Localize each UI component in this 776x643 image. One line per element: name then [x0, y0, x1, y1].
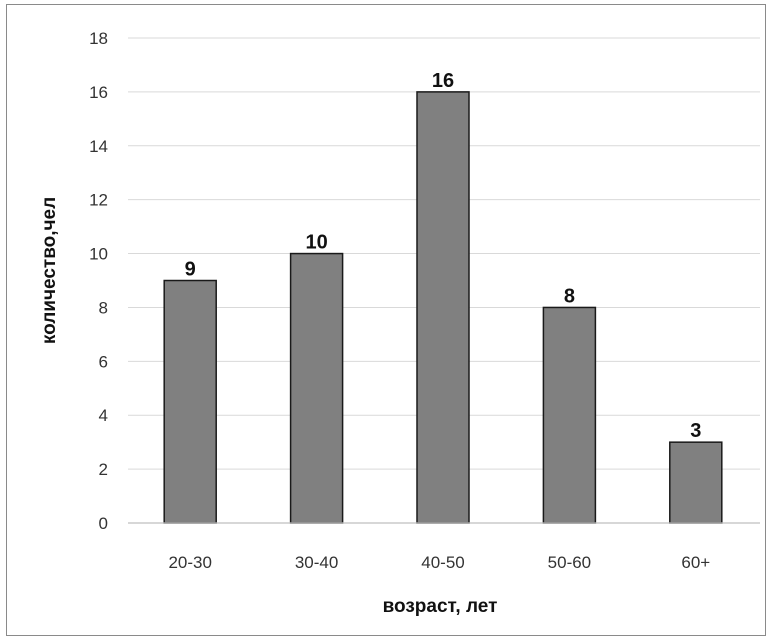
data-label-40-50: 16	[432, 70, 454, 92]
x-tick-label-40-50: 40-50	[421, 553, 464, 572]
y-tick-label-10: 10	[89, 245, 108, 264]
data-label-50-60: 8	[564, 285, 575, 307]
y-tick-label-16: 16	[89, 83, 108, 102]
y-tick-label-4: 4	[99, 406, 108, 425]
chart-frame	[6, 4, 766, 636]
bar-60+	[669, 441, 723, 524]
data-labels: 9 10 16 8 3	[185, 70, 702, 442]
y-tick-label-2: 2	[99, 460, 108, 479]
y-tick-label-6: 6	[99, 352, 108, 371]
x-tick-label-20-30: 20-30	[168, 553, 211, 572]
y-axis-title: количество,чел	[39, 197, 60, 344]
y-tick-label-12: 12	[89, 191, 108, 210]
y-tick-label-14: 14	[89, 137, 108, 156]
data-label-20-30: 9	[185, 259, 196, 281]
bar-40-50	[416, 91, 470, 524]
data-label-30-40: 10	[305, 232, 327, 254]
x-axis-ticks: 20-30 30-40 40-50 50-60 60+	[168, 553, 710, 572]
bars	[163, 91, 723, 524]
x-tick-label-60+: 60+	[681, 553, 710, 572]
y-tick-label-8: 8	[99, 298, 108, 317]
y-tick-label-18: 18	[89, 29, 108, 48]
x-axis-title: возраст, лет	[383, 596, 498, 617]
x-tick-label-50-60: 50-60	[548, 553, 591, 572]
y-axis-ticks: 0 2 4 6 8 10 12 14 16 18	[89, 29, 108, 533]
bar-30-40	[289, 252, 344, 524]
y-tick-label-0: 0	[99, 514, 108, 533]
bar-50-60	[542, 306, 597, 524]
data-label-60+: 3	[690, 420, 701, 442]
x-tick-label-30-40: 30-40	[295, 553, 338, 572]
bar-20-30	[163, 279, 217, 524]
